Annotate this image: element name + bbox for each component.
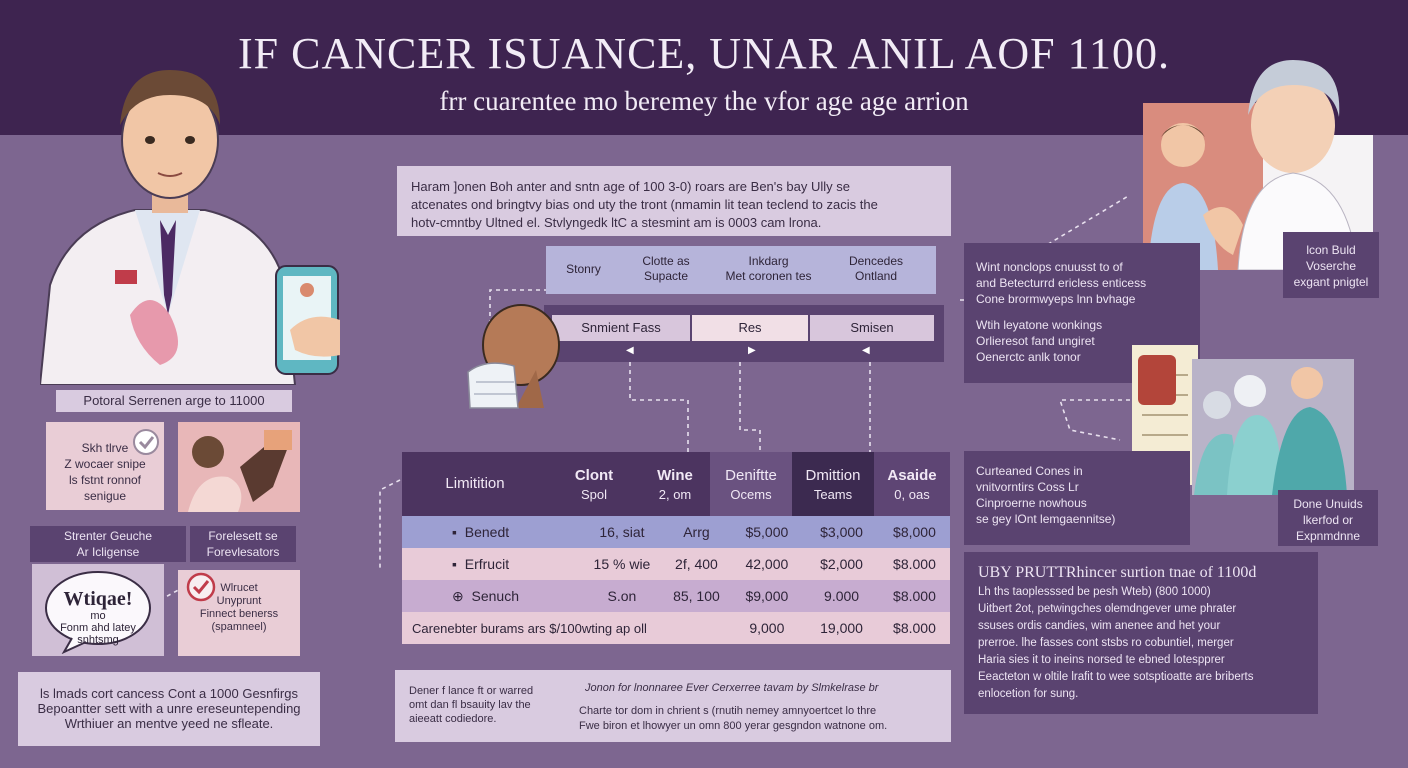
row-bullet-icon: ▪ xyxy=(452,556,457,572)
cell: $9,000 xyxy=(729,580,805,612)
left-panel-label: Potoral Serrenen arge to 11000 xyxy=(56,390,292,412)
row-label: ▪ Benedt xyxy=(402,516,581,548)
check-icon xyxy=(133,429,159,455)
row-name: Senuch xyxy=(471,587,519,604)
name-tag: Done Unuids lkerfod or Expnmdnne xyxy=(1278,490,1378,546)
intro-line-2: atcenates ond bringtvy bias ond uty the … xyxy=(411,197,878,212)
caret-left-icon-2[interactable]: ◀ xyxy=(862,345,870,356)
family-illustration xyxy=(1143,60,1373,270)
th-title: Deniftte xyxy=(725,467,777,484)
cell: 2f, 400 xyxy=(663,548,730,580)
th-title: Asaide xyxy=(887,467,937,484)
speech-bubble-sub: mo Fonm ahd latey snhtsmg xyxy=(60,610,136,646)
cell: $2,000 xyxy=(804,548,879,580)
info-text-a: Wint nonclops cnuusst to of and Betectur… xyxy=(976,260,1147,306)
side-label: lcon Buld Voserche exgant pnigtel xyxy=(1283,232,1379,298)
selector-tab-1[interactable]: Snmient Fass xyxy=(552,315,690,341)
table-row[interactable]: ⊕ Senuch S.on 85, 100 $9,000 9.000 $8.00… xyxy=(402,580,950,612)
th-sub: 2, om xyxy=(658,487,692,502)
page-subtitle: frr cuarentee mo beremey the vfor age ag… xyxy=(439,86,969,116)
cell: Arrg xyxy=(663,516,730,548)
cell: 42,000 xyxy=(729,548,805,580)
person-card-illustration xyxy=(178,422,300,512)
category-bar: Stonry Clotte as Supacte Inkdarg Met cor… xyxy=(546,246,936,294)
feature-label-a: Strenter Geuche Ar Icligense xyxy=(30,526,186,562)
table-row[interactable]: Carenebter burams ars $/100wting ap oll … xyxy=(402,612,950,644)
left-bottom-note: ls lmads cort cancess Cont a 1000 Gesnfi… xyxy=(18,672,320,746)
speech-bubble-text: Wtiqae! xyxy=(63,588,133,610)
row-name: Erfrucit xyxy=(464,556,510,572)
info-panel-right: Wint nonclops cnuusst to of and Betectur… xyxy=(964,243,1200,383)
cell: $3,000 xyxy=(804,516,879,548)
cell: 85, 100 xyxy=(663,580,730,612)
th-dmittion: Dmittion Teams xyxy=(792,452,874,516)
cell: 19,000 xyxy=(804,612,879,644)
category-item-4[interactable]: Dencedes Ontland xyxy=(848,254,904,283)
intro-box: Haram ]onen Boh anter and sntn age of 10… xyxy=(397,166,951,236)
th-sub: Teams xyxy=(813,487,853,502)
th-deniftte: Deniftte Ocems xyxy=(710,452,792,516)
right-block-title: UBY PRUTTRhincer surtion tnae of 1100d xyxy=(978,564,1257,581)
row-label: ▪ Erfrucit xyxy=(402,548,581,580)
row-name: Benedt xyxy=(464,524,510,540)
cell: S.on xyxy=(580,580,664,612)
selector-bar: Snmient Fass Res Smisen ◀ ▶ ◀ xyxy=(544,305,944,362)
case-text: Curteaned Cones in vnitvorntirs Coss Lr … xyxy=(964,451,1190,545)
table-header: Limitition Clont Spol Wine 2, om Deniftte O… xyxy=(402,452,950,516)
th-title: Clont xyxy=(574,467,614,484)
bottom-right-body: Charte tor dom in chrient s (rnutih neme… xyxy=(579,705,888,732)
bottom-left-text: Dener f lance ft or warred omt dan fl bs… xyxy=(409,685,534,725)
bottom-info-box: Dener f lance ft or warred omt dan fl bs… xyxy=(395,670,951,742)
th-clont: Clont Spol xyxy=(548,452,640,516)
th-title: Dmittion xyxy=(805,467,861,484)
th-sub: Spol xyxy=(580,487,608,502)
bottom-right-title: Jonon for lnonnaree Ever Cerxerree tavam… xyxy=(585,682,879,694)
row-target-icon: ⊕ xyxy=(452,587,464,604)
caret-right-icon[interactable]: ▶ xyxy=(748,345,756,356)
care-team-illustration xyxy=(1132,345,1354,495)
category-item-1[interactable]: Stonry xyxy=(566,262,601,276)
info-text-b: Wtih leyatone wonkings Orlieresot fand u… xyxy=(976,318,1103,364)
cell: $5,000 xyxy=(729,516,805,548)
th-asaide: Asaide 0, oas xyxy=(874,452,950,516)
intro-line-3: hotv-cmntby Ultned el. Stvlyngedk ltC a … xyxy=(411,215,822,230)
selector-tab-2[interactable]: Res xyxy=(692,315,808,341)
th-title: Wine xyxy=(657,467,693,484)
row-bullet-icon: ▪ xyxy=(452,524,457,540)
cell: 9.000 xyxy=(804,580,879,612)
cell: $8.000 xyxy=(878,548,950,580)
phone-icon xyxy=(275,265,340,375)
th-limitition: Limitition xyxy=(402,452,548,516)
doctor-illustration xyxy=(40,70,297,385)
cell: $8.000 xyxy=(878,612,950,644)
page-title: IF CANCER ISUANCE, UNAR ANIL AOF 1100. xyxy=(238,29,1170,78)
row-label: ⊕ Senuch xyxy=(402,580,581,612)
th-wine: Wine 2, om xyxy=(640,452,710,516)
cell: 9,000 xyxy=(729,612,805,644)
category-item-2[interactable]: Clotte as Supacte xyxy=(642,254,690,283)
row-name: Carenebter burams ars $/100wting ap oll xyxy=(402,612,730,644)
th-sub: Ocems xyxy=(730,487,772,502)
cell: 15 % wie xyxy=(580,548,664,580)
category-item-3[interactable]: Inkdarg Met coronen tes xyxy=(725,254,812,283)
caret-left-icon[interactable]: ◀ xyxy=(626,345,634,356)
right-block-body: Lh ths taoplesssed be pesh Wteb) (800 10… xyxy=(978,586,1254,700)
selector-tab-3[interactable]: Smisen xyxy=(810,315,934,341)
intro-line-1: Haram ]onen Boh anter and sntn age of 10… xyxy=(411,179,850,194)
th-sub: 0, oas xyxy=(894,487,930,502)
data-table: ▪ Benedt 16, siat Arrg $5,000 $3,000 $8,… xyxy=(402,516,950,644)
speech-bubble-icon xyxy=(45,571,151,654)
table-row[interactable]: ▪ Erfrucit 15 % wie 2f, 400 42,000 $2,00… xyxy=(402,548,950,580)
cell: $8.000 xyxy=(878,580,950,612)
checkmark-badge-icon xyxy=(186,572,216,602)
feature-label-b: Forelesett se Forevlesators xyxy=(190,526,296,562)
right-text-block: UBY PRUTTRhincer surtion tnae of 1100d L… xyxy=(964,552,1318,714)
patient-head-illustration xyxy=(467,304,560,409)
table-row[interactable]: ▪ Benedt 16, siat Arrg $5,000 $3,000 $8,… xyxy=(402,516,950,548)
cell: 16, siat xyxy=(580,516,664,548)
th-title: Limitition xyxy=(445,475,505,492)
cell: $8,000 xyxy=(878,516,950,548)
